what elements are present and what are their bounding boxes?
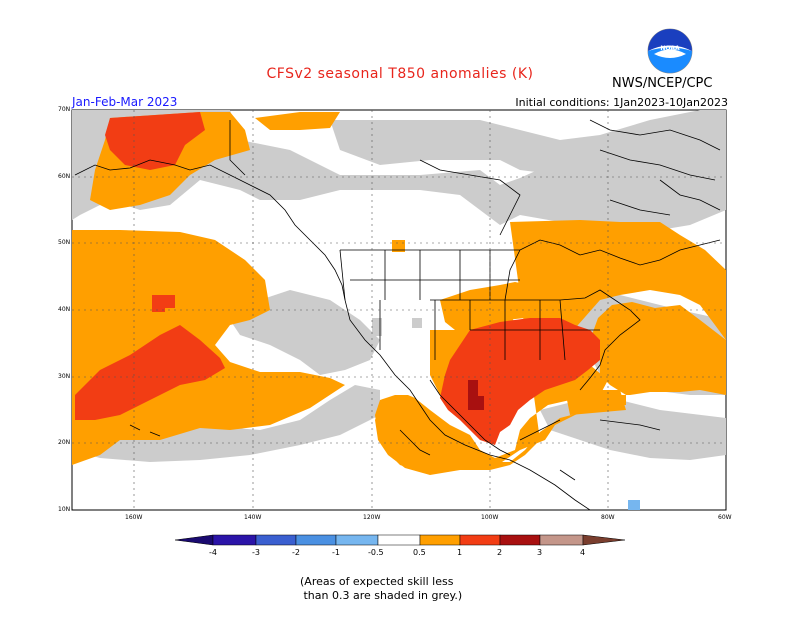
colorbar-seg-3 [295,534,337,546]
legend-label-1: 1 [457,548,463,557]
colorbar-seg-1 [212,534,257,546]
skill-note: (Areas of expected skill less than 0.3 a… [300,575,463,602]
colorbar-seg-8 [499,534,541,546]
x-tick-80w: 80W [601,514,615,521]
x-tick-100w: 100W [481,514,499,521]
period-label: Jan-Feb-Mar 2023 [72,95,178,109]
y-tick-70n: 70N [58,106,71,113]
legend-label-2: 2 [497,548,503,557]
legend-label-neg3: -3 [252,548,260,557]
y-tick-40n: 40N [58,306,71,313]
colorbar-seg-9 [539,534,584,546]
anomaly-2-to-3 [468,380,484,410]
gridlines [72,110,726,510]
y-tick-60n: 60N [58,173,71,180]
anomaly-1-to-2 [75,112,600,445]
noaa-logo-text: NOAA [660,45,680,52]
x-tick-140w: 140W [244,514,262,521]
legend-label-3: 3 [537,548,543,557]
chart-title: CFSv2 seasonal T850 anomalies (K) [266,66,534,82]
coastlines [74,119,721,510]
x-tick-60w: 60W [718,514,732,521]
y-tick-50n: 50N [58,239,71,246]
legend-label-neg1: -1 [332,548,340,557]
legend-label-neg2: -2 [292,548,300,557]
legend-label-4: 4 [580,548,586,557]
agency-label: NWS/NCEP/CPC [612,76,713,91]
initial-conditions-label: Initial conditions: 1Jan2023-10Jan2023 [515,96,728,109]
colorbar-right-arrow [582,534,626,546]
y-tick-20n: 20N [58,439,71,446]
x-tick-120w: 120W [363,514,381,521]
legend-label-0-5: 0.5 [413,548,426,557]
colorbar-seg-7 [459,534,501,546]
colorbar-seg-6 [419,534,461,546]
y-tick-10n: 10N [58,506,71,513]
colorbar [174,534,626,546]
anomaly-negative-patch [628,500,640,510]
colorbar-seg-2 [255,534,297,546]
y-tick-30n: 30N [58,373,71,380]
x-tick-160w: 160W [125,514,143,521]
colorbar-left-arrow [174,534,214,546]
legend-label-neg0-5: -0.5 [368,548,384,557]
legend-label-neg4: -4 [209,548,217,557]
noaa-logo-icon [647,28,693,74]
colorbar-seg-4 [335,534,379,546]
colorbar-seg-5 [377,534,421,546]
